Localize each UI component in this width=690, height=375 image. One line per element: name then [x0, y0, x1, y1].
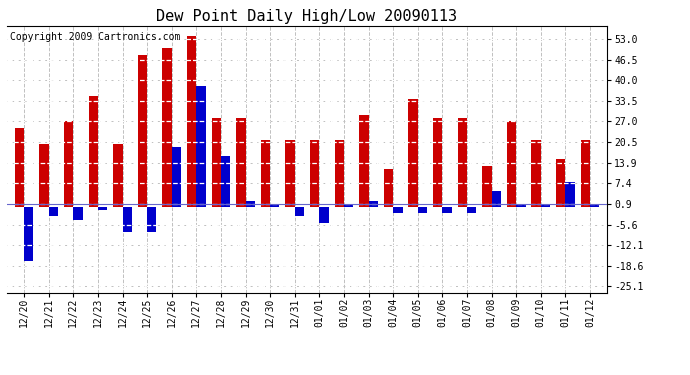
- Bar: [286, 140, 295, 207]
- Bar: [172, 147, 181, 207]
- Bar: [368, 201, 378, 207]
- Title: Dew Point Daily High/Low 20090113: Dew Point Daily High/Low 20090113: [157, 9, 457, 24]
- Bar: [162, 48, 172, 207]
- Bar: [24, 207, 34, 261]
- Bar: [147, 207, 157, 232]
- Bar: [270, 204, 279, 207]
- Bar: [319, 207, 328, 223]
- Bar: [467, 207, 476, 213]
- Bar: [64, 122, 73, 207]
- Bar: [344, 204, 353, 207]
- Bar: [457, 118, 467, 207]
- Bar: [417, 207, 427, 213]
- Bar: [384, 169, 393, 207]
- Bar: [408, 99, 417, 207]
- Bar: [14, 128, 24, 207]
- Bar: [359, 115, 368, 207]
- Bar: [516, 204, 526, 207]
- Bar: [261, 140, 270, 207]
- Bar: [197, 87, 206, 207]
- Bar: [565, 182, 575, 207]
- Bar: [73, 207, 83, 220]
- Text: Copyright 2009 Cartronics.com: Copyright 2009 Cartronics.com: [10, 32, 180, 42]
- Bar: [531, 140, 541, 207]
- Bar: [295, 207, 304, 216]
- Bar: [212, 118, 221, 207]
- Bar: [39, 144, 49, 207]
- Bar: [556, 159, 565, 207]
- Bar: [113, 144, 123, 207]
- Bar: [187, 36, 197, 207]
- Bar: [246, 201, 255, 207]
- Bar: [580, 140, 590, 207]
- Bar: [236, 118, 246, 207]
- Bar: [482, 166, 491, 207]
- Bar: [221, 156, 230, 207]
- Bar: [590, 204, 600, 207]
- Bar: [310, 140, 319, 207]
- Bar: [507, 122, 516, 207]
- Bar: [491, 191, 501, 207]
- Bar: [98, 207, 107, 210]
- Bar: [335, 140, 344, 207]
- Bar: [88, 96, 98, 207]
- Bar: [49, 207, 58, 216]
- Bar: [393, 207, 402, 213]
- Bar: [442, 207, 452, 213]
- Bar: [433, 118, 442, 207]
- Bar: [138, 55, 147, 207]
- Bar: [541, 204, 550, 207]
- Bar: [123, 207, 132, 232]
